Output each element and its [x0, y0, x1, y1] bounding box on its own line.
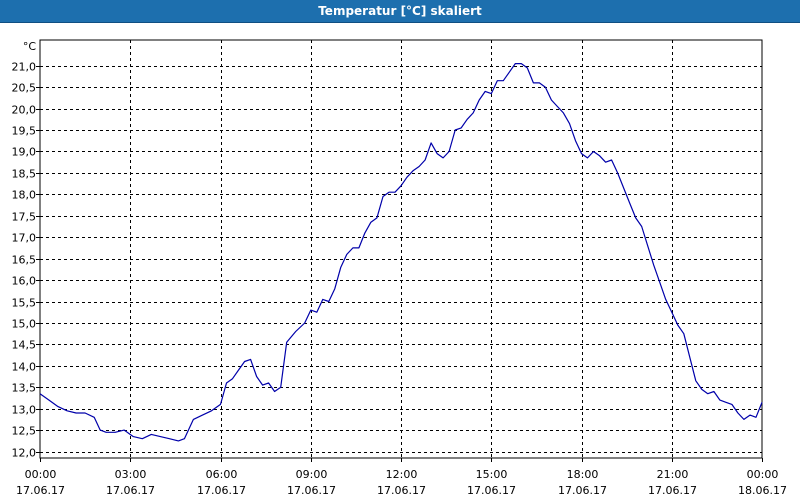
y-tick-label: 16,5 [12, 254, 37, 267]
y-tick-label: 15,5 [12, 297, 37, 310]
x-tick-date-label: 17.06.17 [197, 484, 246, 497]
x-tick-time-label: 15:00 [476, 468, 508, 481]
y-tick-label: 19,5 [12, 125, 37, 138]
x-tick-date-label: 17.06.17 [16, 484, 65, 497]
y-axis-unit-label: °C [23, 40, 37, 53]
y-tick-label: 16,0 [12, 275, 37, 288]
x-tick-date-label: 17.06.17 [467, 484, 516, 497]
x-tick-time-label: 21:00 [657, 468, 689, 481]
y-tick-label: 14,0 [12, 361, 37, 374]
y-tick-label: 17,5 [12, 211, 37, 224]
temperature-series-line [39, 62, 763, 442]
x-tick-date-label: 17.06.17 [287, 484, 336, 497]
y-tick-label: 20,0 [12, 104, 37, 117]
x-tick-time-label: 12:00 [386, 468, 418, 481]
x-tick-time-label: 00:00 [25, 468, 57, 481]
y-tick-label: 20,5 [12, 82, 37, 95]
y-tick-label: 18,0 [12, 189, 37, 202]
y-tick-label: 12,5 [12, 425, 37, 438]
x-tick-time-label: 09:00 [296, 468, 328, 481]
y-tick-label: 18,5 [12, 168, 37, 181]
y-tick-label: 21,0 [12, 61, 37, 74]
y-tick-label: 14,5 [12, 339, 37, 352]
y-tick-label: 13,5 [12, 382, 37, 395]
x-tick-date-label: 17.06.17 [648, 484, 697, 497]
y-tick-label: 12,0 [12, 447, 37, 460]
x-tick-time-label: 03:00 [115, 468, 147, 481]
window-title: Temperatur [°C] skaliert [0, 0, 800, 23]
x-tick-time-label: 06:00 [206, 468, 238, 481]
x-tick-date-label: 17.06.17 [377, 484, 426, 497]
x-tick-date-label: 18.06.17 [738, 484, 787, 497]
x-tick-date-label: 17.06.17 [106, 484, 155, 497]
y-tick-label: 15,0 [12, 318, 37, 331]
y-tick-label: 13,0 [12, 404, 37, 417]
y-tick-label: 19,0 [12, 146, 37, 159]
y-tick-label: 17,0 [12, 232, 37, 245]
x-tick-time-label: 00:00 [747, 468, 779, 481]
x-tick-date-label: 17.06.17 [558, 484, 607, 497]
x-tick-time-label: 18:00 [567, 468, 599, 481]
